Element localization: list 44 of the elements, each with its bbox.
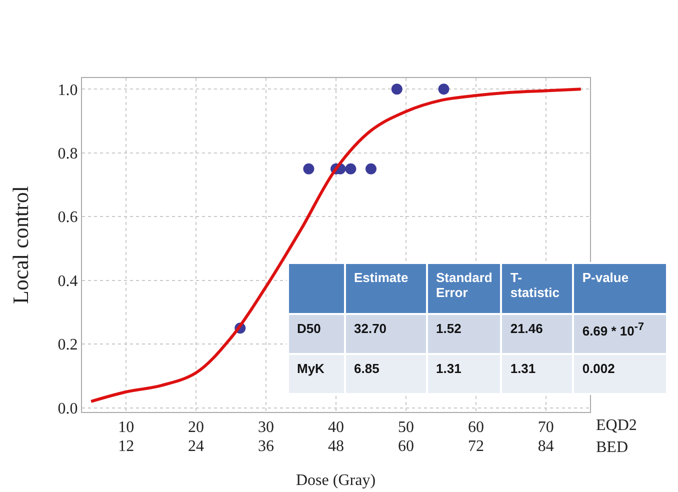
point <box>303 163 314 174</box>
x2-tick-label: 72 <box>468 438 484 456</box>
text: 1.52 <box>436 321 462 336</box>
y-tick-label: 1.0 <box>58 82 78 99</box>
category-label: Estimate <box>345 263 427 314</box>
text: 1.31 <box>510 361 536 376</box>
y-tick-label: 0.8 <box>58 145 78 162</box>
point <box>365 163 376 174</box>
text: 6.85 <box>354 361 380 376</box>
x2-tick-label: 12 <box>118 438 134 456</box>
y-tick-label: 0.4 <box>58 272 78 290</box>
x2-tick-label: 24 <box>188 438 204 456</box>
point <box>438 84 450 95</box>
category-label: Standard Error <box>427 263 502 314</box>
text: 21.46 <box>510 321 543 336</box>
text: 32.70 <box>354 321 387 336</box>
x-tick-label: 40 <box>328 419 344 436</box>
x-tick-label: 60 <box>468 419 484 436</box>
y-tick-label: 0.6 <box>58 209 78 226</box>
x-axis-title: Dose (Gray) <box>296 472 376 489</box>
point <box>345 163 356 174</box>
y-tick-label: 0.0 <box>58 400 78 418</box>
text: 6.69 * 10$^{-7}$ <box>582 321 644 338</box>
point <box>391 84 402 95</box>
x-tick-label: 70 <box>538 419 554 436</box>
x-tick-label: 50 <box>398 419 414 436</box>
text: BED <box>596 439 628 456</box>
category-label: T-statistic <box>501 263 574 314</box>
line-series <box>90 88 582 403</box>
y-axis-title: Local control <box>8 186 33 304</box>
x-tick-label: 20 <box>188 419 204 436</box>
text: 0.002 <box>582 361 615 376</box>
x2-tick-label: 48 <box>328 438 344 456</box>
x-tick-label: 10 <box>118 419 134 436</box>
x-tick-label: 30 <box>258 419 274 436</box>
category-label: P-value <box>573 263 668 314</box>
x2-tick-label: 36 <box>258 438 274 456</box>
category-label: D50 <box>297 321 321 336</box>
text: EQD2 <box>596 417 637 434</box>
y-tick-label: 0.2 <box>58 336 78 354</box>
text: 1.31 <box>436 361 462 376</box>
x2-tick-label: 60 <box>398 438 414 456</box>
x2-tick-label: 84 <box>538 438 554 456</box>
category-label: MyK <box>297 361 324 376</box>
